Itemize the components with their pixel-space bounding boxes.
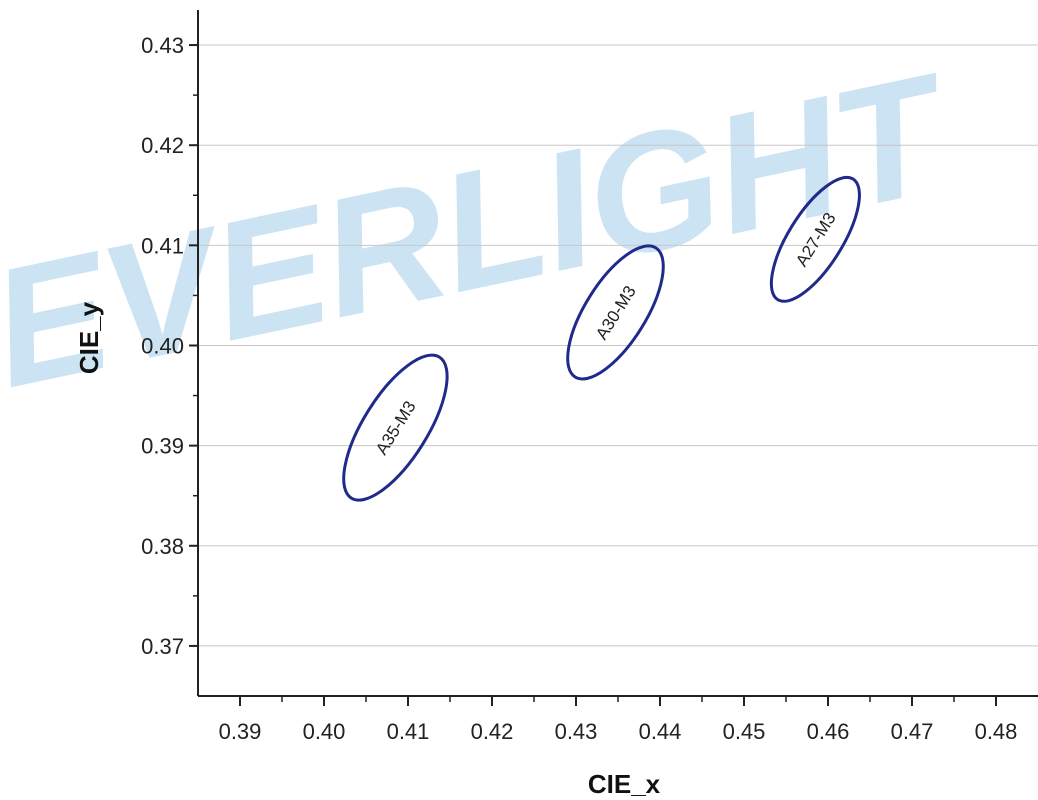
y-tick-label: 0.38 bbox=[141, 534, 184, 559]
y-tick-label: 0.43 bbox=[141, 33, 184, 58]
x-tick-label: 0.47 bbox=[891, 719, 934, 744]
ticks: 0.37 0.38 0.39 0.40 0.41 0.42 0.43 0.39 0.40 0.41… bbox=[141, 33, 1017, 744]
x-axis-title: CIE_x bbox=[588, 769, 661, 799]
ellipse-shape bbox=[342, 353, 449, 502]
x-tick-label: 0.40 bbox=[303, 719, 346, 744]
y-tick-label: 0.39 bbox=[141, 434, 184, 459]
x-tick-label: 0.44 bbox=[639, 719, 682, 744]
y-tick-label: 0.42 bbox=[141, 133, 184, 158]
x-tick-label: 0.45 bbox=[723, 719, 766, 744]
x-tick-label: 0.43 bbox=[555, 719, 598, 744]
y-axis-title: CIE_y bbox=[74, 301, 104, 374]
x-tick-label: 0.42 bbox=[471, 719, 514, 744]
ellipse-shape bbox=[566, 244, 665, 381]
ellipse-shape bbox=[769, 175, 861, 303]
x-tick-label: 0.46 bbox=[807, 719, 850, 744]
ellipse-label: A35-M3 bbox=[372, 398, 420, 459]
x-tick-label: 0.39 bbox=[219, 719, 262, 744]
x-tick-label: 0.48 bbox=[975, 719, 1018, 744]
grid bbox=[198, 44, 1038, 647]
y-tick-label: 0.40 bbox=[141, 333, 184, 358]
ellipse-bin: A35-M3 bbox=[342, 353, 449, 502]
y-tick-label: 0.37 bbox=[141, 634, 184, 659]
x-tick-label: 0.41 bbox=[387, 719, 430, 744]
y-tick-label: 0.41 bbox=[141, 233, 184, 258]
